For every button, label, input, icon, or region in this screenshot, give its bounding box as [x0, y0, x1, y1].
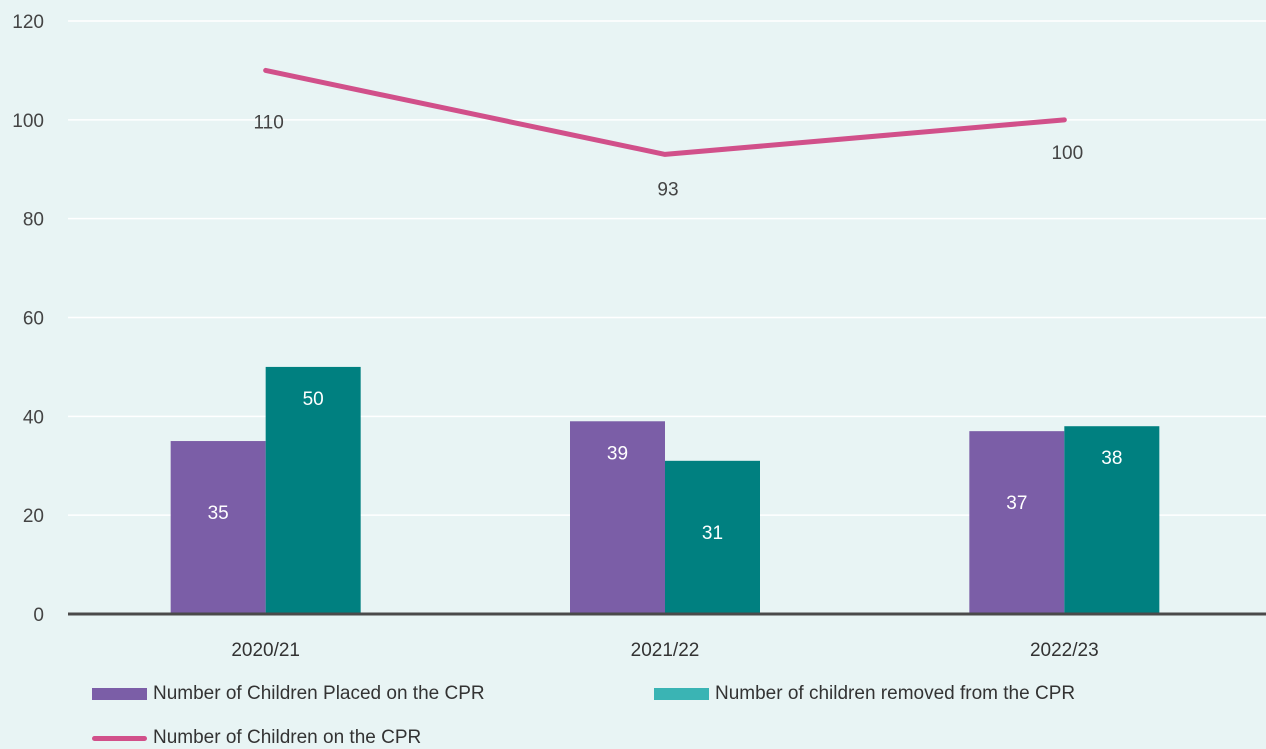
bar: [969, 431, 1065, 614]
bar: [1064, 426, 1160, 614]
x-tick-label: 2021/22: [631, 640, 700, 661]
bar-data-label: 31: [702, 523, 723, 544]
line-data-label: 110: [254, 112, 284, 133]
line-data-label: 93: [657, 179, 678, 200]
bar-data-label: 39: [607, 443, 628, 464]
bar: [265, 366, 361, 614]
y-tick-label: 60: [23, 309, 44, 330]
bar-data-label: 38: [1101, 448, 1122, 469]
y-tick-label: 20: [23, 506, 44, 527]
bar-data-label: 37: [1006, 493, 1027, 514]
series-line: [263, 67, 1067, 157]
y-tick-label: 120: [12, 12, 44, 33]
bar: [665, 460, 760, 614]
bar: [570, 421, 665, 614]
bar-data-label: 50: [303, 389, 324, 410]
line-series: 110 93 100: [254, 67, 1083, 200]
y-tick-label: 0: [33, 605, 44, 626]
y-tick-label: 40: [23, 407, 44, 428]
line-data-label: 100: [1051, 143, 1083, 164]
y-tick-label: 80: [23, 210, 44, 231]
bars: 35 39 37 50 31 38: [170, 366, 1160, 614]
x-tick-label: 2022/23: [1030, 640, 1099, 661]
bar: [170, 441, 266, 614]
x-tick-label: 2020/21: [231, 640, 300, 661]
y-tick-label: 100: [12, 111, 44, 132]
bar-data-label: 35: [208, 503, 229, 524]
y-axis-ticks: 0 20 40 60 80 100 120: [12, 12, 44, 626]
x-axis-ticks: 2020/21 2021/22 2022/23: [231, 640, 1098, 661]
